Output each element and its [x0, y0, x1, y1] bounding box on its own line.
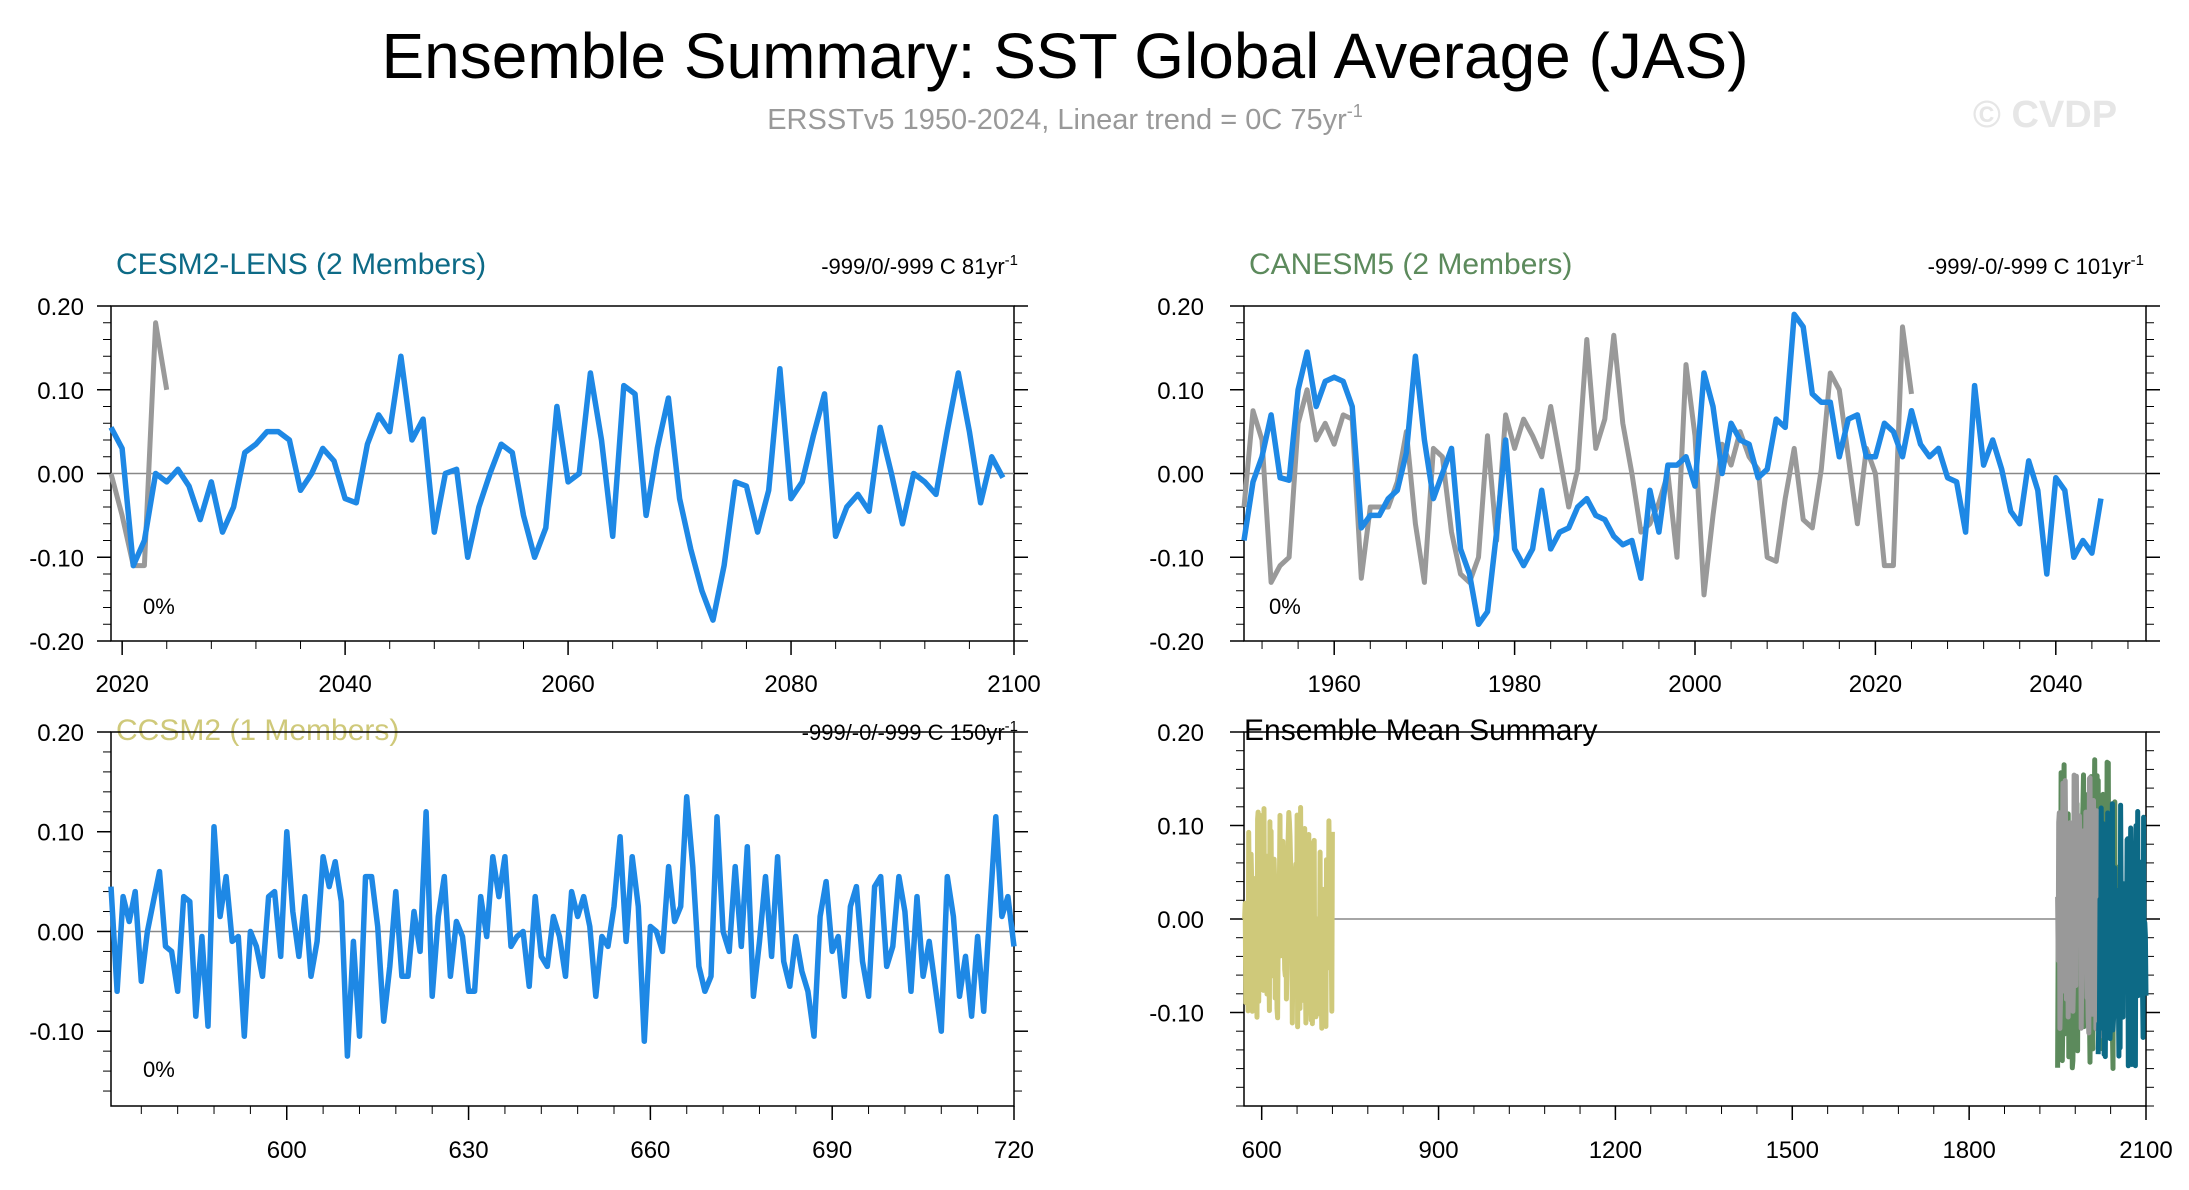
- x-tick-label: 720: [994, 1137, 1034, 1164]
- subtitle: ERSSTv5 1950-2024, Linear trend = 0C 75y…: [767, 101, 1363, 136]
- y-tick-label: 0.10: [1157, 814, 1204, 841]
- panel-stat-label: -999/0/-999 C 81yr-1: [821, 252, 1018, 279]
- x-tick-label: 600: [1242, 1137, 1282, 1164]
- x-tick-label: 2040: [318, 671, 371, 698]
- panel-ensmean: Ensemble Mean Summary -0.10 0.00 0.10 0.20 60…: [1149, 714, 2172, 1164]
- x-tick-label: 2020: [95, 671, 148, 698]
- x-tick-label: 2100: [2119, 1137, 2172, 1164]
- x-tick-label: 690: [812, 1137, 852, 1164]
- y-tick-label: 0.10: [37, 820, 84, 847]
- x-tick-label: 600: [267, 1137, 307, 1164]
- x-tick-label: 1500: [1766, 1137, 1819, 1164]
- panel-title: CESM2-LENS (2 Members): [116, 248, 486, 281]
- panel-title: CANESM5 (2 Members): [1249, 248, 1572, 281]
- panel-cesm2: CESM2-LENS (2 Members) -999/0/-999 C 81yr…: [29, 248, 1040, 698]
- ensemble-mean-trace-obs: [2055, 772, 2104, 1039]
- y-tick-label: -0.20: [1149, 629, 1204, 656]
- y-tick-label: 0.10: [1157, 378, 1204, 405]
- x-tick-label: 1980: [1488, 671, 1541, 698]
- subtitle-text: ERSSTv5 1950-2024, Linear trend = 0C 75y…: [767, 104, 1347, 136]
- x-tick-label: 1200: [1589, 1137, 1642, 1164]
- panel-ccsm2: CCSM2 (1 Members) -999/-0/-999 C 150yr-1-…: [29, 714, 1034, 1164]
- ensemble-mean-trace-cesm2: [2095, 801, 2149, 1069]
- subtitle-superscript: -1: [1347, 101, 1363, 121]
- x-tick-label: 1960: [1308, 671, 1361, 698]
- y-tick-label: 0.00: [37, 919, 84, 946]
- x-tick-label: 2080: [764, 671, 817, 698]
- x-tick-label: 2000: [1668, 671, 1721, 698]
- panel-title: Ensemble Mean Summary: [1244, 714, 1597, 747]
- y-tick-label: 0.20: [37, 720, 84, 747]
- y-tick-label: -0.10: [1149, 545, 1204, 572]
- y-tick-label: 0.00: [37, 462, 84, 489]
- panel-stat-superscript: -1: [1005, 718, 1018, 735]
- panel-stat-superscript: -1: [1005, 252, 1018, 269]
- x-tick-label: 660: [630, 1137, 670, 1164]
- main-title: Ensemble Summary: SST Global Average (JA…: [381, 20, 1748, 92]
- y-tick-label: 0.10: [37, 378, 84, 405]
- copyright-watermark: © CVDP: [1973, 94, 2117, 136]
- x-tick-label: 900: [1419, 1137, 1459, 1164]
- y-tick-label: 0.20: [1157, 294, 1204, 321]
- series-line-member: [108, 353, 1006, 623]
- x-tick-label: 2100: [987, 671, 1040, 698]
- percent-label: 0%: [143, 1057, 175, 1082]
- x-tick-label: 2040: [2029, 671, 2082, 698]
- panel-title: CCSM2 (1 Members): [116, 714, 399, 747]
- ensemble-mean-trace-ccsm2: [1242, 805, 1335, 1031]
- series-line-member: [1241, 311, 2104, 628]
- y-tick-label: 0.00: [1157, 462, 1204, 489]
- x-tick-label: 1800: [1942, 1137, 1995, 1164]
- percent-label: 0%: [143, 594, 175, 619]
- x-tick-label: 630: [449, 1137, 489, 1164]
- panel-stat-text: -999/0/-999 C 81yr: [821, 254, 1004, 279]
- x-tick-label: 2020: [1849, 671, 1902, 698]
- y-tick-label: 0.20: [1157, 720, 1204, 747]
- panel-stat-text: -999/-0/-999 C 101yr: [1928, 254, 2131, 279]
- panel-canesm5: CANESM5 (2 Members) -999/-0/-999 C 101yr-…: [1149, 248, 2160, 698]
- plot-frame: [110, 731, 1015, 1107]
- x-tick-label: 2060: [541, 671, 594, 698]
- panel-stat-label: -999/-0/-999 C 101yr-1: [1928, 252, 2144, 279]
- series-line-member: [108, 794, 1017, 1059]
- panels: CESM2-LENS (2 Members) -999/0/-999 C 81yr…: [29, 248, 2172, 1164]
- y-tick-label: 0.00: [1157, 907, 1204, 934]
- series-line-obs: [108, 320, 170, 569]
- y-tick-label: -0.10: [29, 1019, 84, 1046]
- panel-stat-superscript: -1: [2131, 252, 2144, 269]
- y-tick-label: -0.20: [29, 629, 84, 656]
- y-tick-label: 0.20: [37, 294, 84, 321]
- percent-label: 0%: [1269, 594, 1301, 619]
- y-tick-label: -0.10: [1149, 1001, 1204, 1028]
- y-tick-label: -0.10: [29, 545, 84, 572]
